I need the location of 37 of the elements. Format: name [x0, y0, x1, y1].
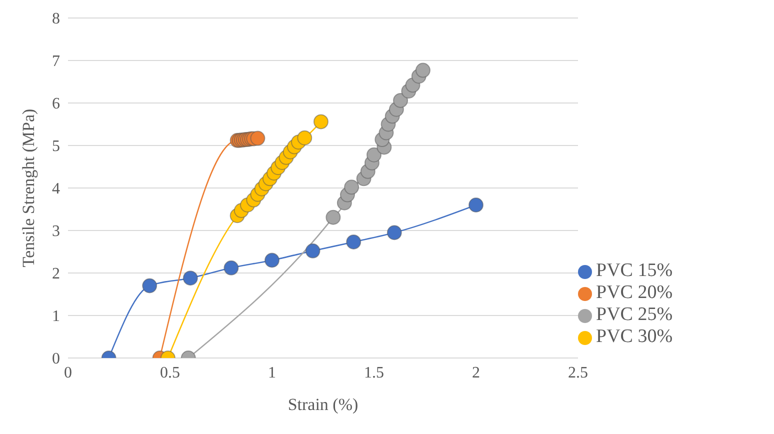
point	[393, 92, 408, 108]
y-axis-title: Tensile Strenght (MPa)	[19, 108, 38, 268]
legend-label: PVC 30%	[596, 326, 673, 347]
point	[313, 114, 328, 130]
y-tick-label: 2	[52, 266, 60, 283]
x-tick-label: 0	[64, 364, 72, 382]
y-tick-label: 0	[52, 350, 60, 368]
legend-label: PVC 25%	[596, 304, 673, 325]
x-tick-label: 1	[268, 364, 276, 382]
y-tick-label: 1	[52, 308, 60, 326]
y-tick-label: 5	[52, 138, 60, 156]
x-tick-label: 2.5	[568, 364, 588, 382]
x-tick-label: 0.5	[160, 364, 180, 382]
point	[326, 210, 341, 225]
point	[182, 270, 198, 286]
point	[468, 198, 484, 212]
x-tick-label: 1.5	[364, 364, 384, 382]
legend-label: PVC 20%	[596, 282, 673, 303]
point	[297, 130, 312, 146]
point	[344, 180, 360, 195]
point	[415, 62, 430, 78]
point	[264, 252, 280, 268]
legend-label: PVC 15%	[596, 260, 673, 281]
y-tick-label: 8	[52, 10, 60, 28]
point	[346, 234, 362, 250]
point	[142, 278, 158, 294]
y-tick-label: 6	[52, 96, 60, 113]
y-tick-label: 7	[52, 53, 60, 70]
x-axis-title: Strain (%)	[288, 395, 358, 414]
point	[366, 147, 382, 162]
point	[224, 260, 239, 276]
x-tick-label: 2	[472, 364, 480, 382]
y-tick-label: 4	[52, 180, 60, 198]
point	[386, 225, 402, 240]
point	[305, 243, 320, 258]
y-tick-label: 3	[52, 223, 60, 240]
point	[250, 130, 266, 146]
